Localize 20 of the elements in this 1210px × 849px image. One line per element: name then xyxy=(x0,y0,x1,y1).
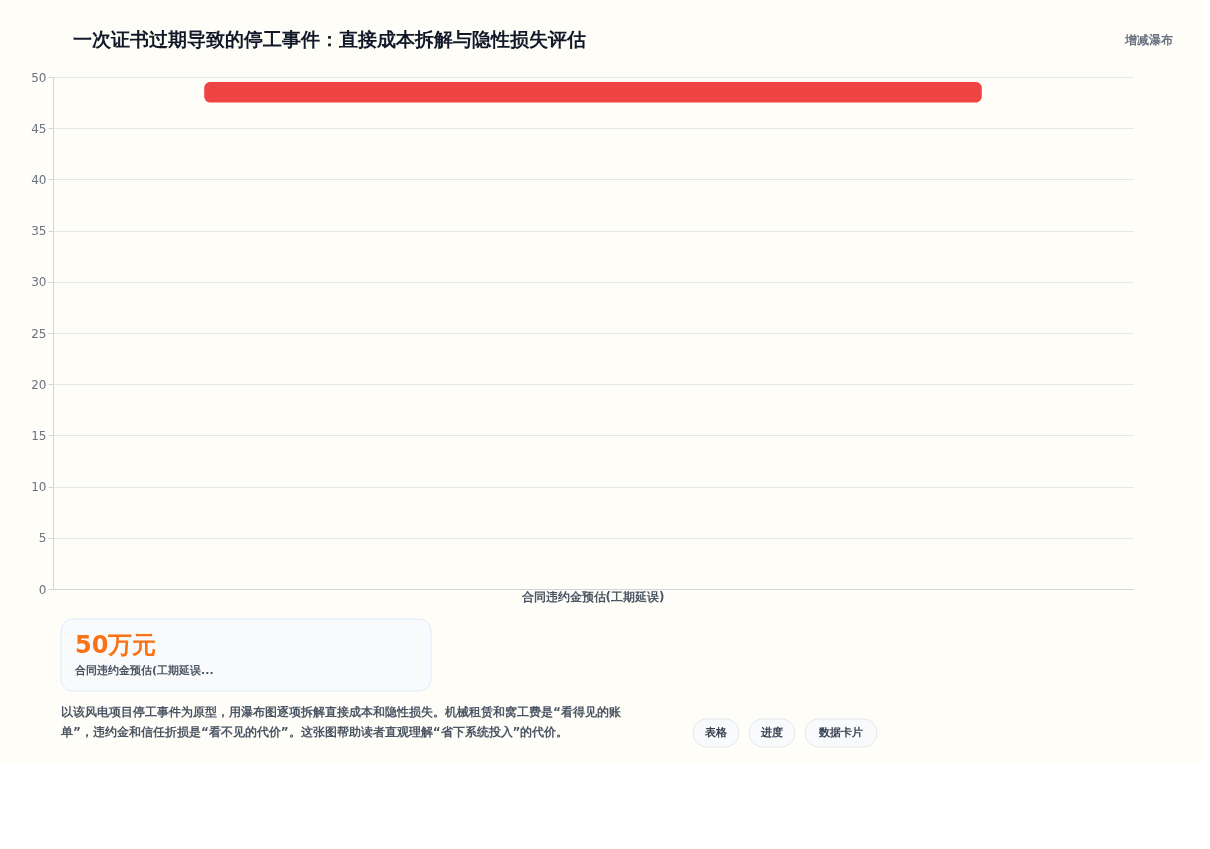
x-tick-label: 合同违约金预估(工期延误) xyxy=(520,589,665,604)
chart-title: 一次证书过期导致的停工事件：直接成本拆解与隐性损失评估 xyxy=(73,28,586,50)
y-tick-label: 5 xyxy=(38,531,47,546)
y-tick-label: 0 xyxy=(38,582,47,597)
y-tick-label: 25 xyxy=(31,326,47,341)
text: 以该风电项目停工事件为原型，用瀑布图逐项拆解直接成本和隐性损失。机械租赁和窝工费是“看得见的账单”，违约金和信任折损是“看不见的代价”。这张图帮助读者直观理解“省下系统投入”的代价。 xyxy=(60,705,622,739)
y-tick-label: 10 xyxy=(31,480,47,495)
chart-subtitle: 增减瀑布 xyxy=(1124,33,1173,47)
y-tick-label: 50 xyxy=(31,70,47,85)
text: 表格 xyxy=(704,726,728,739)
y-tick-label: 45 xyxy=(31,121,47,136)
text: 合同违约金预估(工期延误... xyxy=(74,664,214,677)
y-tick-label: 40 xyxy=(31,172,47,187)
y-tick-label: 15 xyxy=(31,428,47,443)
y-tick-label: 20 xyxy=(31,377,47,392)
y-tick-label: 35 xyxy=(31,224,47,239)
text: 数据卡片 xyxy=(818,726,863,739)
text: 50万元 xyxy=(75,631,157,659)
text: 进度 xyxy=(760,726,783,739)
y-tick-label: 30 xyxy=(31,275,47,290)
